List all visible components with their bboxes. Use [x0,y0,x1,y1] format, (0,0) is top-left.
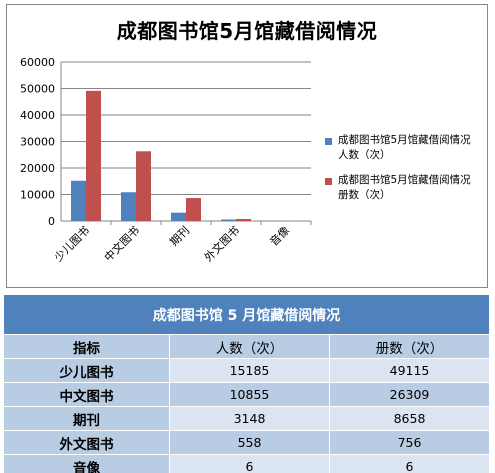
bar-persons [121,192,136,221]
y-tick-label: 60000 [20,56,55,69]
row-label: 音像 [3,454,170,473]
cell-persons: 3148 [169,406,330,431]
cell-volumes: 756 [328,430,491,455]
cell-volumes: 26309 [328,382,491,407]
table-header-row: 指标 人数（次） 册数（次） [3,334,491,359]
chart-title: 成都图书馆5月馆藏借阅情况 [116,19,378,43]
row-label: 少儿图书 [3,358,170,383]
table-row: 少儿图书 15185 49115 [3,358,491,383]
cell-persons: 6 [169,454,330,473]
bar-persons [171,212,186,221]
x-category-label: 少儿图书 [52,224,92,264]
table-row: 外文图书 558 756 [3,430,491,455]
header-volumes: 册数（次） [328,334,491,359]
x-category-label: 中文图书 [101,223,142,264]
cell-persons: 15185 [169,358,330,383]
legend-item-persons: 成都图书馆5月馆藏借阅情况 人数（次） [325,133,485,163]
cell-persons: 10855 [169,382,330,407]
table-row: 音像 6 6 [3,454,491,473]
legend-swatch-volumes [325,178,332,185]
cell-persons: 558 [169,430,330,455]
y-tick-label: 20000 [20,162,55,175]
header-persons: 人数（次） [169,334,330,359]
y-tick-label: 40000 [20,109,55,122]
chart-legend: 成都图书馆5月馆藏借阅情况 人数（次） 成都图书馆5月馆藏借阅情况 册数（次） [325,133,485,213]
cell-volumes: 6 [328,454,491,473]
row-label: 中文图书 [3,382,170,407]
legend-label-volumes: 成都图书馆5月馆藏借阅情况 册数（次） [338,174,471,201]
row-label: 期刊 [3,406,170,431]
y-tick-label: 10000 [20,189,55,202]
legend-label-persons: 成都图书馆5月馆藏借阅情况 人数（次） [338,134,471,161]
cell-volumes: 8658 [328,406,491,431]
y-tick-label: 50000 [20,83,55,96]
x-category-label: 外文图书 [201,223,242,264]
header-indicator: 指标 [3,334,170,359]
legend-swatch-persons [325,138,332,145]
y-tick-label: 0 [48,215,55,228]
table-row: 期刊 3148 8658 [3,406,491,431]
table-row: 中文图书 10855 26309 [3,382,491,407]
chart-panel: 成都图书馆5月馆藏借阅情况 0 10000 20000 30000 40000 50000… [6,4,488,288]
bar-volumes [236,218,251,221]
legend-item-volumes: 成都图书馆5月馆藏借阅情况 册数（次） [325,173,485,203]
bar-volumes [186,198,201,221]
bar-chart: 0 10000 20000 30000 40000 50000 60000 少儿图书 中文图书期… [20,56,312,264]
x-category-label: 期刊 [167,224,192,249]
x-category-label: 音像 [267,223,292,248]
bar-volumes [86,90,101,222]
y-tick-label: 30000 [20,136,55,149]
table-title-row: 成都图书馆 5 月馆藏借阅情况 [2,294,491,335]
row-label: 外文图书 [3,430,170,455]
bar-volumes [136,151,151,221]
bar-persons [71,180,86,221]
bar-persons [221,219,236,221]
cell-volumes: 49115 [328,358,491,383]
table-title: 成都图书馆 5 月馆藏借阅情况 [2,294,491,335]
data-table: 成都图书馆 5 月馆藏借阅情况 指标 人数（次） 册数（次） 少儿图书 1518… [2,294,491,473]
